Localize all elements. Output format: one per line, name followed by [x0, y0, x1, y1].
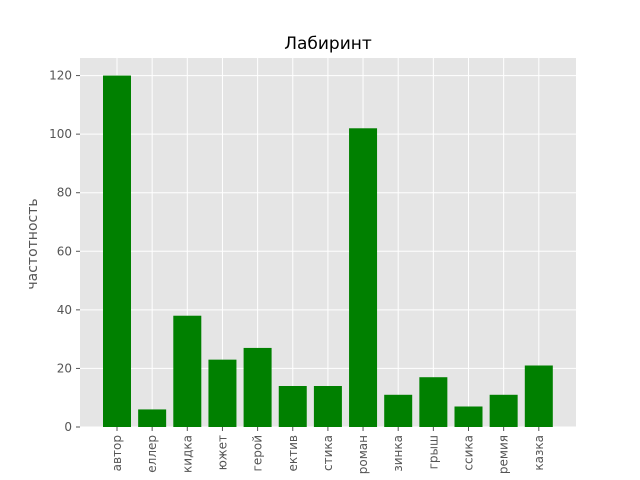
x-tick-label: ектив — [286, 435, 300, 472]
bar-ектив — [278, 386, 307, 427]
y-tick-label: 100 — [49, 127, 72, 141]
bar-автор — [103, 75, 131, 428]
x-tick-label: казка — [532, 435, 546, 471]
bar-зинка — [384, 394, 413, 427]
bars — [103, 75, 553, 428]
bar-роман — [349, 128, 378, 428]
bar-грыш — [419, 377, 448, 427]
y-axis-label: частотность — [25, 198, 41, 289]
bar-еллер — [138, 409, 167, 427]
x-tick-label: зинка — [391, 435, 405, 472]
y-tick-label: 60 — [57, 244, 72, 258]
y-tick-label: 0 — [64, 420, 72, 434]
bar-ремия — [489, 394, 518, 427]
x-tick-label: автор — [110, 435, 124, 471]
y-tick-label: 40 — [57, 303, 72, 317]
x-axis-ticks: автор еллер кидка южет герой ектив стика роман з… — [110, 427, 546, 474]
bar-ссика — [454, 406, 483, 427]
x-tick-label: еллер — [145, 435, 159, 473]
x-tick-label: южет — [215, 435, 229, 470]
x-tick-label: ссика — [462, 435, 476, 471]
bar-герой — [243, 347, 272, 427]
x-tick-label: герой — [251, 435, 265, 471]
x-tick-label: ремия — [497, 435, 511, 474]
y-tick-label: 20 — [57, 361, 72, 375]
x-tick-label: кидка — [180, 435, 194, 473]
x-tick-label: грыш — [426, 435, 440, 469]
x-tick-label: роман — [356, 435, 370, 474]
y-tick-label: 80 — [57, 186, 72, 200]
y-axis-ticks: 0 20 40 60 80 100 120 — [49, 69, 80, 434]
x-tick-label: стика — [321, 435, 335, 471]
bar-кидка — [173, 315, 202, 427]
y-tick-label: 120 — [49, 69, 72, 83]
bar-казка — [524, 365, 553, 427]
bar-южет — [208, 359, 237, 427]
bar-стика — [313, 386, 342, 427]
chart-title: Лабиринт — [284, 34, 372, 54]
